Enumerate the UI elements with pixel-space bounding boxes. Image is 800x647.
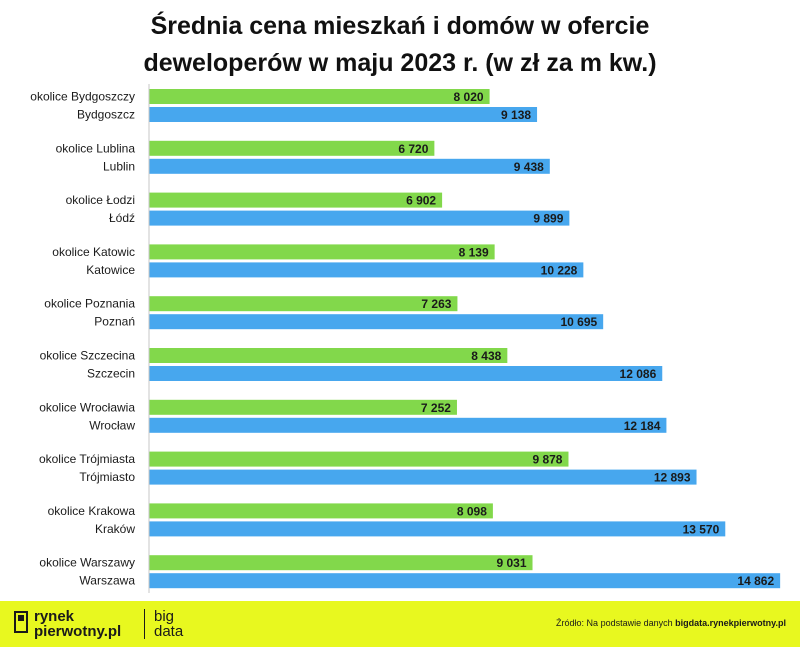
bigdata-line-1: big <box>154 608 175 625</box>
value-label-okolice-bydgoszczy: 8 020 <box>454 90 484 104</box>
value-label-okolice-trójmiasta: 9 878 <box>532 453 562 467</box>
value-label-okolice-krakowa: 8 098 <box>457 504 487 518</box>
bigdata-logo: big data <box>154 609 183 639</box>
logo-line-2: pierwotny.pl <box>34 623 122 640</box>
value-label-lublin: 9 438 <box>514 160 544 174</box>
source-prefix: Źródło: Na podstawie danych <box>556 618 673 628</box>
bar-okolice-warszawy <box>149 555 533 571</box>
value-label-trójmiasto: 12 893 <box>654 471 691 485</box>
category-label-okolice-wrocławia: okolice Wrocławia <box>39 400 135 414</box>
bar-lublin <box>149 158 550 174</box>
value-label-okolice-wrocławia: 7 252 <box>421 401 451 415</box>
value-label-okolice-szczecina: 8 438 <box>471 349 501 363</box>
category-label-okolice-szczecina: okolice Szczecina <box>40 349 136 363</box>
bar-chart: okolice Bydgoszczy 8 020 Bydgoszcz 9 138 oko… <box>30 84 781 593</box>
bigdata-line-2: data <box>154 623 184 640</box>
bars-layer: okolice Bydgoszczy 8 020 Bydgoszcz 9 138 oko… <box>30 89 781 589</box>
category-label-okolice-łodzi: okolice Łodzi <box>66 193 135 207</box>
value-label-okolice-lublina: 6 720 <box>398 142 428 156</box>
bar-kraków <box>149 521 726 537</box>
bar-okolice-szczecina <box>149 348 508 363</box>
value-label-okolice-warszawy: 9 031 <box>496 556 526 570</box>
category-label-okolice-lublina: okolice Lublina <box>56 141 136 155</box>
value-label-okolice-łodzi: 6 902 <box>406 194 436 208</box>
bar-okolice-trójmiasta <box>149 451 569 467</box>
value-label-bydgoszcz: 9 138 <box>501 108 531 122</box>
bar-okolice-lublina <box>149 140 435 156</box>
bar-poznań <box>149 314 604 330</box>
category-label-katowice: Katowice <box>86 263 135 277</box>
category-label-wrocław: Wrocław <box>89 418 135 432</box>
value-label-poznań: 10 695 <box>560 315 597 329</box>
bar-łódź <box>149 210 570 226</box>
source-link: bigdata.rynekpierwotny.pl <box>675 618 786 628</box>
bar-okolice-wrocławia <box>149 399 457 415</box>
category-label-okolice-warszawy: okolice Warszawy <box>39 556 135 570</box>
category-label-poznań: Poznań <box>94 315 135 329</box>
value-label-szczecin: 12 086 <box>620 367 657 381</box>
bar-szczecin <box>149 366 663 381</box>
value-label-kraków: 13 570 <box>683 522 720 536</box>
chart-title-line-2: deweloperów w maju 2023 r. (w zł za m kw… <box>143 49 657 77</box>
bar-wrocław <box>149 417 667 433</box>
bar-katowice <box>149 262 584 278</box>
footer-bar: rynek pierwotny.pl big data Źródło: Na p… <box>0 601 800 647</box>
source-note: Źródło: Na podstawie danych bigdata.ryne… <box>556 618 786 628</box>
category-label-warszawa: Warszawa <box>79 574 135 588</box>
bar-okolice-krakowa <box>149 503 493 519</box>
category-label-okolice-bydgoszczy: okolice Bydgoszczy <box>30 90 135 104</box>
category-label-lublin: Lublin <box>103 159 135 173</box>
category-label-trójmiasto: Trójmiasto <box>79 470 135 484</box>
category-label-łódź: Łódź <box>109 211 135 225</box>
chart-title-line-1: Średnia cena mieszkań i domów w ofercie <box>150 12 650 40</box>
bar-okolice-łodzi <box>149 192 443 208</box>
value-label-łódź: 9 899 <box>533 212 563 226</box>
logo-line-1: rynek <box>34 608 75 625</box>
bar-warszawa <box>149 573 781 589</box>
category-label-okolice-katowic: okolice Katowic <box>52 245 135 259</box>
value-label-warszawa: 14 862 <box>737 574 774 588</box>
category-label-kraków: Kraków <box>95 522 135 536</box>
category-label-okolice-krakowa: okolice Krakowa <box>48 504 136 518</box>
category-label-okolice-poznania: okolice Poznania <box>44 297 135 311</box>
rynekpierwotny-logo-icon <box>14 611 28 633</box>
value-label-okolice-poznania: 7 263 <box>421 297 451 311</box>
bar-bydgoszcz <box>149 107 538 122</box>
bar-trójmiasto <box>149 469 697 485</box>
chart-title: Średnia cena mieszkań i domów w ofercie … <box>60 8 740 82</box>
logo-divider <box>144 609 145 639</box>
category-label-bydgoszcz: Bydgoszcz <box>77 108 135 122</box>
value-label-katowice: 10 228 <box>541 263 578 277</box>
bar-okolice-bydgoszczy <box>149 89 490 104</box>
bar-okolice-poznania <box>149 296 458 312</box>
value-label-wrocław: 12 184 <box>624 419 661 433</box>
value-label-okolice-katowic: 8 139 <box>459 245 489 259</box>
category-label-okolice-trójmiasta: okolice Trójmiasta <box>39 452 135 466</box>
category-label-szczecin: Szczecin <box>87 367 135 381</box>
bar-okolice-katowic <box>149 244 495 260</box>
